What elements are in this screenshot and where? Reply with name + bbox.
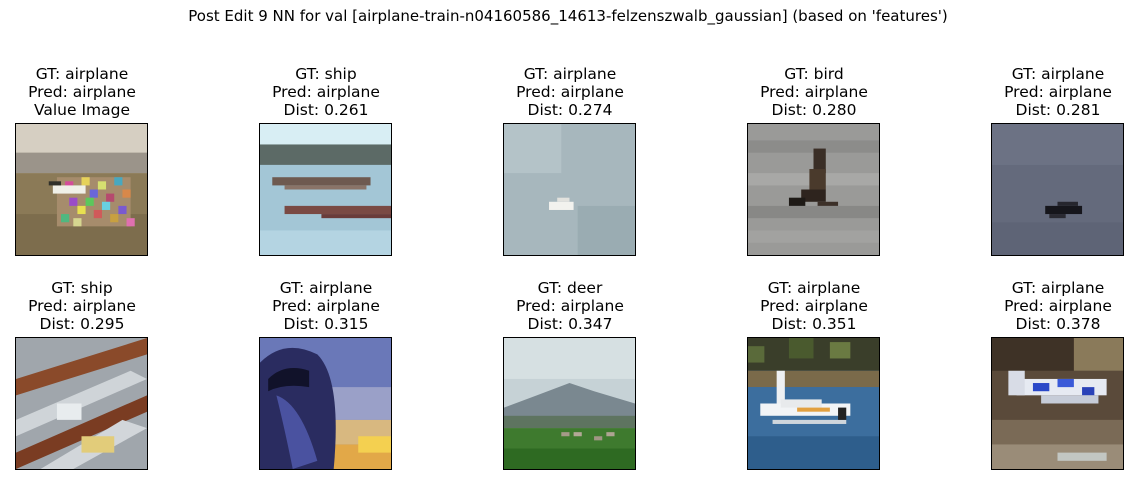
panel-caption: GT: airplane Pred: airplane Dist: 0.378 (958, 279, 1136, 333)
distance-label: Dist: 0.274 (527, 101, 613, 119)
ground-truth-label: GT: airplane (767, 279, 861, 297)
distance-label: Dist: 0.315 (283, 315, 369, 333)
neighbor-image (991, 123, 1124, 256)
ground-truth-label: GT: airplane (1011, 65, 1105, 83)
ground-truth-label: GT: ship (295, 65, 357, 83)
distance-label: Dist: 0.281 (1015, 101, 1101, 119)
ground-truth-label: GT: airplane (1011, 279, 1105, 297)
neighbor-image (503, 123, 636, 256)
neighbor-image (747, 123, 880, 256)
distance-label: Dist: 0.280 (771, 101, 857, 119)
neighbor-image (991, 337, 1124, 470)
neighbor-image (747, 337, 880, 470)
neighbor-image (503, 337, 636, 470)
panel-caption: GT: bird Pred: airplane Dist: 0.280 (714, 65, 914, 119)
figure-title: Post Edit 9 NN for val [airplane-train-n… (188, 7, 948, 25)
panel-caption: GT: airplane Pred: airplane Dist: 0.274 (470, 65, 670, 119)
neighbor-image (15, 337, 148, 470)
prediction-label: Pred: airplane (272, 83, 380, 101)
prediction-label: Pred: airplane (760, 83, 868, 101)
prediction-label: Pred: airplane (516, 297, 624, 315)
prediction-label: Pred: airplane (760, 297, 868, 315)
prediction-label: Pred: airplane (1004, 297, 1112, 315)
prediction-label: Pred: airplane (28, 297, 136, 315)
ground-truth-label: GT: deer (537, 279, 603, 297)
panel-caption: GT: airplane Pred: airplane Value Image (0, 65, 182, 119)
distance-label: Dist: 0.378 (1015, 315, 1101, 333)
prediction-label: Pred: airplane (1004, 83, 1112, 101)
neighbor-image (259, 337, 392, 470)
panel-caption: GT: deer Pred: airplane Dist: 0.347 (470, 279, 670, 333)
distance-label: Dist: 0.261 (283, 101, 369, 119)
prediction-label: Pred: airplane (516, 83, 624, 101)
ground-truth-label: GT: ship (51, 279, 113, 297)
ground-truth-label: GT: bird (784, 65, 844, 83)
ground-truth-label: GT: airplane (523, 65, 617, 83)
prediction-label: Pred: airplane (272, 297, 380, 315)
value-image-label: Value Image (33, 101, 131, 119)
prediction-label: Pred: airplane (28, 83, 136, 101)
distance-label: Dist: 0.347 (527, 315, 613, 333)
panel-caption: GT: airplane Pred: airplane Dist: 0.351 (714, 279, 914, 333)
distance-label: Dist: 0.295 (39, 315, 125, 333)
panel-caption: GT: airplane Pred: airplane Dist: 0.281 (958, 65, 1136, 119)
ground-truth-label: GT: airplane (279, 279, 373, 297)
distance-label: Dist: 0.351 (771, 315, 857, 333)
ground-truth-label: GT: airplane (35, 65, 129, 83)
neighbor-image (259, 123, 392, 256)
panel-caption: GT: ship Pred: airplane Dist: 0.295 (0, 279, 182, 333)
panel-caption: GT: ship Pred: airplane Dist: 0.261 (226, 65, 426, 119)
panel-caption: GT: airplane Pred: airplane Dist: 0.315 (226, 279, 426, 333)
query-image (15, 123, 148, 256)
